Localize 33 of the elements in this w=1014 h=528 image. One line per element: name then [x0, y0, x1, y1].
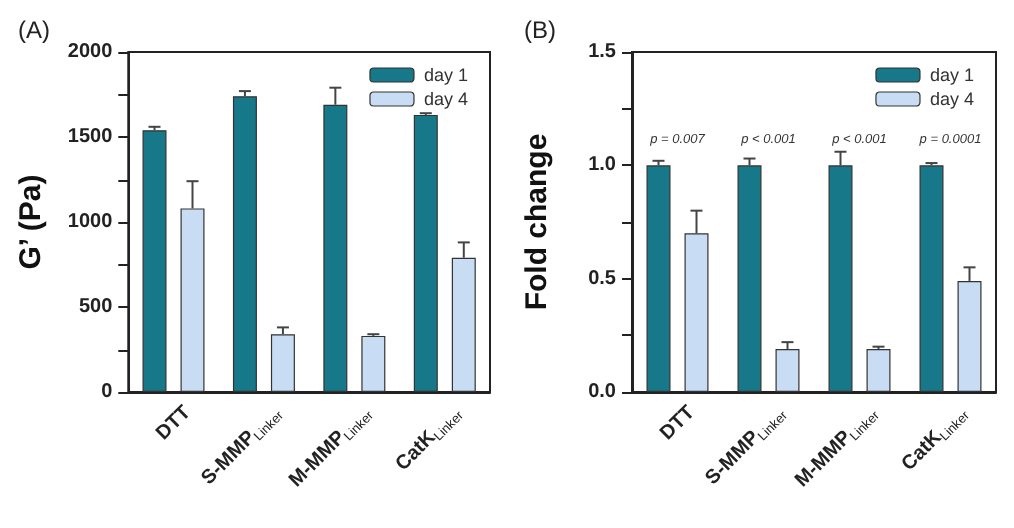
y-tick-label: 0.0 [588, 381, 617, 403]
y-tick-label: 1.5 [588, 41, 617, 63]
chart-title: (B) [524, 16, 556, 44]
chart-title: (A) [18, 16, 50, 44]
legend-label: day 4 [929, 89, 975, 109]
bar [684, 233, 709, 392]
bar [957, 280, 982, 392]
bar [142, 130, 167, 392]
y-tick-label: 0 [101, 381, 114, 403]
y-tick-label: 1000 [67, 211, 114, 233]
y-tick-label: 1500 [67, 126, 114, 148]
legend-label: day 1 [423, 65, 469, 85]
bar [413, 114, 438, 392]
bar [775, 348, 800, 392]
y-tick-label: 1.0 [588, 154, 617, 177]
bar [919, 165, 944, 392]
bar [451, 257, 476, 392]
bar [270, 334, 295, 392]
legend-label: day 1 [929, 65, 975, 85]
bar [323, 104, 348, 392]
bar [866, 348, 891, 392]
bar [828, 165, 853, 392]
bar [646, 165, 671, 392]
y-axis-title: Fold change [520, 133, 554, 311]
y-tick-label: 2000 [67, 41, 114, 63]
y-axis-title: G’ (Pa) [14, 174, 48, 270]
y-tick-label: 500 [78, 296, 114, 318]
y-tick-label: 0.5 [588, 267, 617, 290]
bar [361, 335, 386, 392]
legend-label: day 4 [423, 89, 469, 109]
bar [232, 96, 257, 392]
bar [180, 208, 205, 392]
bar [737, 165, 762, 392]
